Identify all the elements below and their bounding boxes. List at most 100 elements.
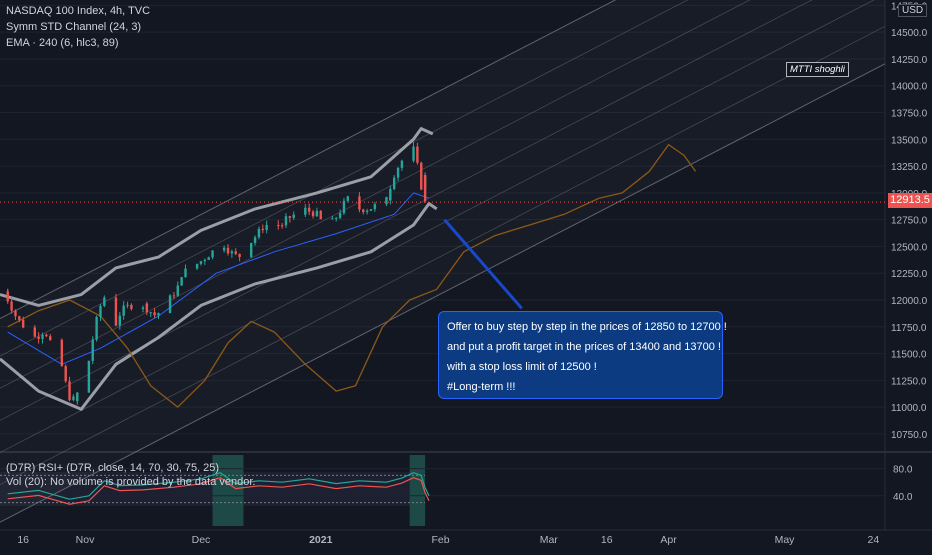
y-tick-label: 11250.0 — [891, 376, 927, 387]
candle-up — [122, 305, 125, 316]
rsi-line — [7, 472, 430, 500]
trade-idea-callout[interactable]: Offer to buy step by step in the prices … — [438, 311, 727, 399]
rsi-signal-line — [7, 477, 430, 505]
callout-line-3: with a stop loss limit of 12500 ! — [447, 361, 597, 373]
candle-up — [230, 251, 234, 254]
candle-down — [311, 211, 315, 217]
y-tick-label: 12750.0 — [891, 216, 928, 227]
candle-down — [277, 225, 280, 227]
x-tick-label: Apr — [660, 534, 677, 546]
axes: 14750.014500.014250.014000.013750.013500… — [17, 1, 927, 546]
candle-up — [346, 196, 350, 201]
candle-down — [145, 303, 149, 313]
candle-up — [292, 214, 295, 218]
candle-up — [211, 250, 214, 258]
candle-down — [60, 339, 64, 367]
candle-up — [103, 297, 106, 306]
upper-band-line — [0, 127, 434, 307]
candle-down — [114, 297, 118, 326]
channel-fill — [0, 0, 885, 522]
candle-down — [64, 366, 67, 382]
candle-up — [126, 304, 129, 306]
lower-band-line — [0, 202, 438, 411]
y-tick-label: 11500.0 — [891, 350, 927, 361]
candle-up — [118, 315, 122, 326]
candle-up — [180, 277, 183, 286]
indicator-channel-label[interactable]: Symm STD Channel (24, 3) — [6, 21, 142, 33]
x-tick-label: May — [775, 534, 796, 546]
projection-line — [7, 143, 697, 408]
candle-down — [33, 327, 36, 337]
channel-line — [0, 0, 689, 357]
candle-down — [420, 162, 423, 190]
channel-line — [0, 0, 875, 453]
y-tick-label: 12000.0 — [891, 296, 928, 307]
candle-down — [358, 196, 361, 210]
candle-down — [234, 251, 237, 254]
x-tick-label: Nov — [76, 534, 95, 546]
channel-line — [0, 0, 617, 320]
candle-down — [288, 216, 292, 218]
y-tick-label: 14500.0 — [891, 28, 928, 39]
candle-up — [315, 210, 319, 217]
candle-up — [91, 339, 94, 361]
candle-up — [222, 247, 226, 251]
candle-up — [373, 204, 377, 210]
indicator-ema-label[interactable]: EMA · 240 (6, hlc3, 89) — [6, 37, 119, 49]
candle-down — [18, 316, 21, 320]
channel-line — [0, 63, 886, 523]
candle-up — [257, 228, 261, 238]
channel-line — [0, 25, 886, 486]
candle-up — [87, 360, 91, 393]
x-tick-label: Feb — [432, 534, 450, 546]
candle-up — [389, 188, 392, 201]
candle-up — [95, 316, 98, 340]
candle-down — [14, 310, 17, 317]
candle-up — [385, 197, 388, 205]
candle-up — [250, 242, 253, 249]
candle-up — [400, 160, 404, 168]
candle-down — [307, 207, 311, 212]
author-signature: MTTI shoghli — [786, 62, 849, 77]
y-tick-label: 10750.0 — [891, 430, 928, 441]
y-tick-label: 13750.0 — [891, 109, 928, 120]
candle-up — [99, 305, 102, 317]
y-tick-label: 11000.0 — [891, 403, 927, 414]
candle-down — [362, 209, 365, 213]
candle-up — [157, 313, 160, 316]
candle-down — [49, 336, 52, 340]
candle-up — [141, 307, 145, 309]
candle-up — [250, 248, 253, 257]
candle-up — [195, 263, 199, 269]
candle-up — [184, 268, 187, 278]
rsi-indicator-label[interactable]: (D7R) RSI+ (D7R, close, 14, 70, 30, 75, … — [6, 462, 220, 474]
candle-down — [319, 210, 322, 216]
callout-line-4: #Long-term !!! — [447, 381, 516, 393]
candle-up — [176, 285, 179, 296]
candle-up — [203, 259, 207, 262]
candle-up — [76, 392, 79, 402]
y-tick-label: 13500.0 — [891, 135, 928, 146]
callout-line-1: Offer to buy step by step in the prices … — [447, 321, 727, 333]
candle-up — [396, 167, 400, 178]
last-price-tag: 12913.5 — [888, 193, 932, 208]
candle-up — [304, 207, 307, 215]
rsi-band — [0, 472, 425, 506]
candle-up — [342, 200, 346, 214]
candle-down — [416, 146, 419, 163]
y-tick-label: 13250.0 — [891, 162, 928, 173]
candle-up — [149, 312, 152, 314]
candle-up — [369, 209, 373, 211]
symm-std-channel — [0, 0, 886, 523]
volume-indicator-label[interactable]: Vol (20): No volume is provided by the d… — [6, 476, 256, 488]
candle-down — [37, 336, 40, 339]
candle-up — [338, 213, 342, 218]
x-tick-label: Dec — [192, 534, 211, 546]
candle-down — [6, 291, 9, 302]
rsi-tick-label: 80.0 — [893, 465, 913, 476]
candle-up — [253, 237, 257, 243]
symbol-title[interactable]: NASDAQ 100 Index, 4h, TVC — [6, 5, 151, 17]
currency-badge[interactable]: USD — [898, 4, 928, 17]
candle-down — [10, 301, 13, 311]
